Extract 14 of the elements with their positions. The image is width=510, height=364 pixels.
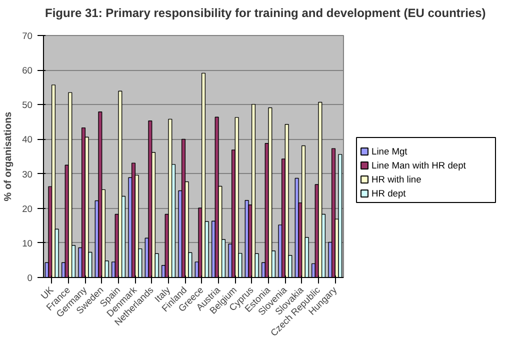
legend-label: Line Man with HR dept xyxy=(372,160,466,171)
y-tick-label: 60 xyxy=(22,66,33,76)
y-tick-label: 0 xyxy=(27,273,33,284)
y-tick-label: 20 xyxy=(22,204,33,214)
y-tick-label: 70 xyxy=(22,31,33,42)
chart-title: Figure 31: Primary responsibility for training and development (EU countries) xyxy=(45,5,486,22)
y-tick-label: 40 xyxy=(22,134,33,145)
y-tick-label: 30 xyxy=(22,169,33,180)
y-axis-title: % of organisations xyxy=(3,111,14,202)
legend-label: HR with line xyxy=(372,174,422,185)
legend-label: Line Mgt xyxy=(372,146,408,157)
y-tick-label: 10 xyxy=(22,238,33,249)
y-tick-label: 50 xyxy=(22,100,33,110)
legend-label: HR dept xyxy=(372,188,406,199)
